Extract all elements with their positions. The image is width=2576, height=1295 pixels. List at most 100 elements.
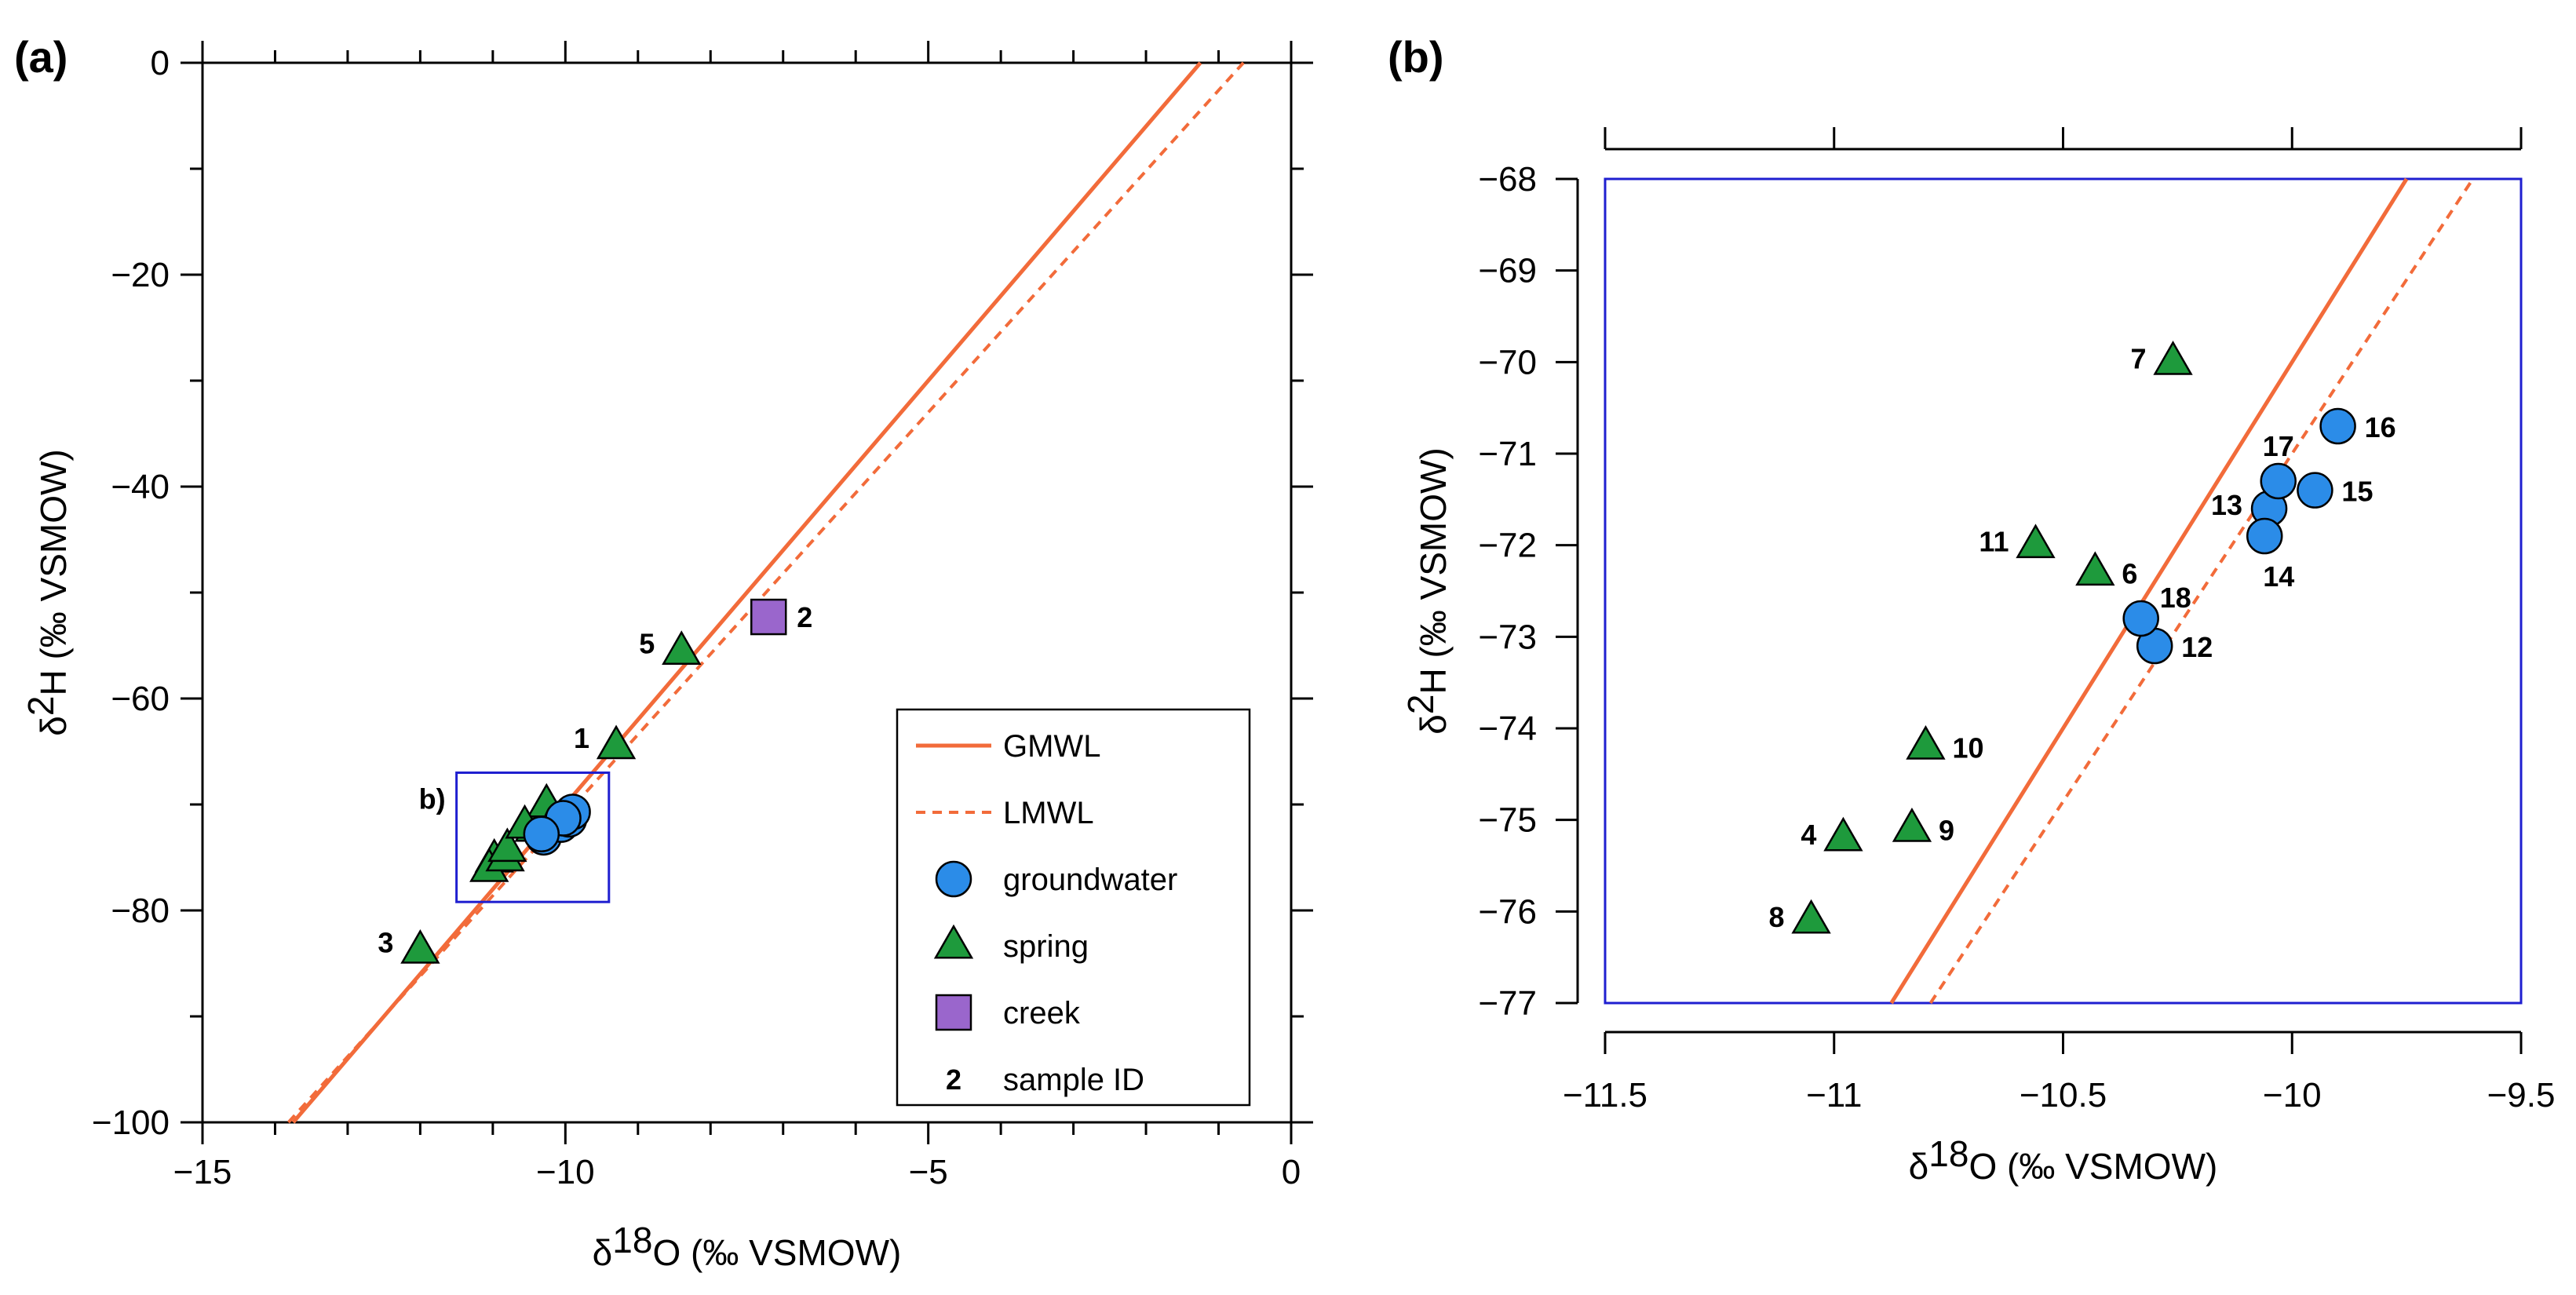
legend-label: creek bbox=[1003, 996, 1081, 1031]
y-tick-label: −73 bbox=[1478, 618, 1537, 656]
y-tick-label: −70 bbox=[1478, 343, 1537, 381]
spring-marker-6 bbox=[2075, 551, 2115, 586]
spring-marker-7 bbox=[2153, 341, 2193, 375]
y-tick-label: 0 bbox=[151, 44, 170, 82]
groundwater-marker-14 bbox=[2246, 517, 2283, 555]
y-tick-label: −100 bbox=[92, 1103, 170, 1142]
y-tick-label: −75 bbox=[1478, 801, 1537, 840]
x-axis-title-text: O (‰ VSMOW) bbox=[652, 1232, 901, 1273]
x-axis-title: δ18O (‰ VSMOW) bbox=[593, 1220, 902, 1273]
groundwater-marker-18 bbox=[523, 815, 560, 853]
y-tick-label: −72 bbox=[1478, 527, 1537, 565]
y-tick-label: −74 bbox=[1478, 710, 1537, 748]
legend-sample-id-example: 2 bbox=[946, 1063, 961, 1096]
x-axis-title-symbol: δ bbox=[1909, 1146, 1929, 1187]
y-tick-label: −77 bbox=[1478, 984, 1537, 1023]
legend-label: groundwater bbox=[1003, 863, 1177, 897]
spring-marker-5 bbox=[662, 630, 702, 666]
y-tick-label: −69 bbox=[1478, 252, 1537, 290]
legend-creek-marker bbox=[935, 994, 972, 1031]
y-axis-title-superscript: 2 bbox=[1400, 695, 1441, 715]
x-tick-label: −11.5 bbox=[1563, 1076, 1647, 1114]
spring-marker-11 bbox=[2016, 523, 2056, 559]
sample-id-label: 3 bbox=[378, 926, 393, 958]
x-tick-label: −10 bbox=[2263, 1076, 2322, 1114]
panel-b-chart: −11.5 −11 −10.5 −10 −9.5 −77 −76 −75 −74 −73 −72 −7… bbox=[1400, 127, 2555, 1187]
legend-label: sample ID bbox=[1003, 1063, 1144, 1097]
y-axis-title-text: H (‰ VSMOW) bbox=[33, 449, 74, 695]
sample-id-label: 1 bbox=[574, 722, 589, 754]
y-axis-title-symbol: δ bbox=[1413, 714, 1454, 735]
y-axis-title-text: H (‰ VSMOW) bbox=[1413, 447, 1454, 694]
y-tick-label: −80 bbox=[111, 892, 170, 930]
y-tick-label: −60 bbox=[111, 680, 170, 718]
y-axis-title: δ2H (‰ VSMOW) bbox=[1400, 447, 1454, 735]
sample-id-label: 9 bbox=[1939, 814, 1954, 846]
legend-box bbox=[896, 708, 1251, 1107]
x-axis-title-text: O (‰ VSMOW) bbox=[1968, 1146, 2217, 1187]
groundwater-marker-18 bbox=[2122, 600, 2159, 637]
sample-id-label: 12 bbox=[2181, 631, 2213, 663]
y-tick-label: −20 bbox=[111, 256, 170, 294]
y-tick-label: −40 bbox=[111, 468, 170, 506]
legend-label: LMWL bbox=[1003, 796, 1094, 830]
sample-id-label: 16 bbox=[2365, 411, 2396, 443]
legend-spring-marker bbox=[933, 924, 974, 959]
groundwater-marker-15 bbox=[2297, 472, 2333, 509]
lmwl-line bbox=[287, 61, 1245, 1124]
y-tick-label: −76 bbox=[1478, 892, 1537, 931]
sample-id-label: 4 bbox=[1801, 819, 1816, 851]
sample-id-label: 13 bbox=[2211, 489, 2242, 521]
sample-id-label: 14 bbox=[2263, 560, 2294, 593]
x-axis-title-symbol: δ bbox=[593, 1232, 613, 1273]
inset-box-label: b) bbox=[419, 783, 446, 815]
sample-id-label: 17 bbox=[2263, 430, 2294, 462]
x-tick-label: −9.5 bbox=[2487, 1076, 2556, 1114]
inset-box bbox=[455, 772, 611, 903]
y-axis-title-symbol: δ bbox=[33, 716, 74, 736]
plot-frame bbox=[1604, 177, 2523, 1005]
sample-id-label: 15 bbox=[2341, 476, 2373, 508]
groundwater-marker-17 bbox=[2260, 462, 2297, 500]
panel-a-tag: (a) bbox=[14, 32, 68, 82]
sample-id-label: 7 bbox=[2131, 342, 2147, 374]
x-tick-label: −15 bbox=[173, 1153, 232, 1191]
spring-marker-4 bbox=[1823, 816, 1863, 852]
sample-id-label: 10 bbox=[1952, 731, 1983, 764]
spring-marker-3 bbox=[400, 928, 440, 964]
spring-marker-10 bbox=[487, 827, 527, 863]
sample-id-label: 5 bbox=[639, 628, 655, 660]
x-axis-title-superscript: 18 bbox=[612, 1220, 652, 1260]
sample-id-label: 2 bbox=[797, 601, 812, 633]
legend: GMWL LMWL groundwater spring creek 2 sample ID bbox=[896, 708, 1251, 1107]
legend-label: GMWL bbox=[1003, 729, 1100, 764]
panel-b-tag: (b) bbox=[1388, 32, 1444, 82]
groundwater-marker-16 bbox=[2319, 407, 2356, 445]
x-tick-label: −11 bbox=[1806, 1076, 1862, 1114]
x-axis-title-superscript: 18 bbox=[1928, 1133, 1968, 1174]
spring-marker-10 bbox=[1906, 725, 1946, 760]
y-tick-label: −71 bbox=[1478, 435, 1537, 473]
spring-marker-9 bbox=[1892, 808, 1932, 842]
y-axis-title: δ2H (‰ VSMOW) bbox=[20, 449, 74, 736]
sample-id-label: 8 bbox=[1769, 901, 1785, 933]
x-tick-label: −5 bbox=[909, 1153, 948, 1191]
x-axis-title: δ18O (‰ VSMOW) bbox=[1909, 1133, 2218, 1187]
gmwl-line bbox=[291, 61, 1202, 1124]
creek-marker-2 bbox=[750, 598, 787, 636]
x-tick-label: −10 bbox=[536, 1153, 595, 1191]
sample-id-label: 11 bbox=[1979, 526, 2009, 558]
sample-id-label: 18 bbox=[2160, 582, 2191, 614]
legend-label: spring bbox=[1003, 929, 1089, 964]
legend-groundwater-marker bbox=[935, 860, 972, 898]
x-tick-label: 0 bbox=[1282, 1153, 1301, 1191]
x-tick-label: −10.5 bbox=[2020, 1076, 2107, 1114]
lmwl-line bbox=[1928, 177, 2475, 1005]
y-tick-label: −68 bbox=[1478, 160, 1537, 199]
y-axis-title-superscript: 2 bbox=[20, 696, 61, 717]
sample-id-label: 6 bbox=[2122, 558, 2137, 590]
spring-marker-8 bbox=[1791, 899, 1831, 934]
gmwl-line bbox=[1889, 177, 2409, 1005]
